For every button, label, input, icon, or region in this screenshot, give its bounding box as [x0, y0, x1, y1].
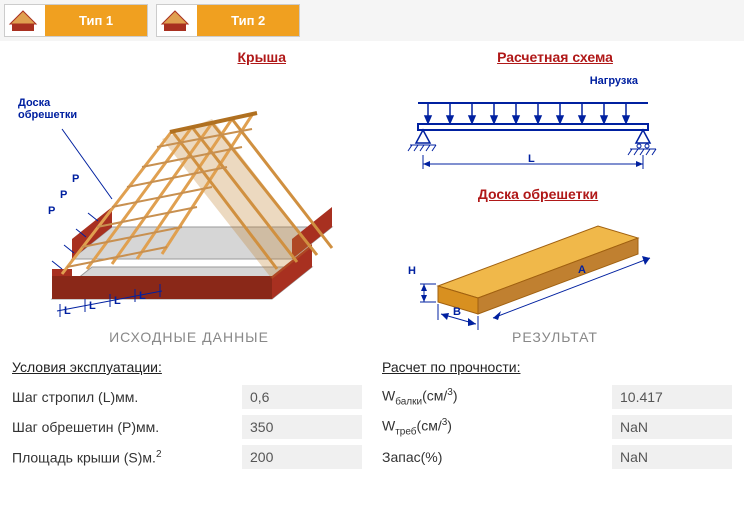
input-section-title: ИСХОДНЫЕ ДАННЫЕ [12, 329, 366, 345]
input-subheader: Условия эксплуатации: [12, 359, 362, 375]
input-row: Шаг стропил (L)мм. 0,6 [12, 385, 362, 409]
beam-L-label: L [528, 153, 535, 165]
p-label-2: P [60, 189, 67, 201]
tab-type1-thumb [5, 7, 41, 35]
tab-type2[interactable]: Тип 2 [156, 4, 300, 37]
result-label: Wбалки(см/3) [382, 387, 604, 407]
plank-B-label: B [453, 306, 461, 318]
data-rows: Условия эксплуатации: Шаг стропил (L)мм.… [0, 359, 744, 475]
result-row: Запас(%) NaN [382, 445, 732, 469]
input-label: Площадь крыши (S)м.2 [12, 449, 234, 466]
roof-title: Крыша [12, 49, 366, 65]
diagrams-area: Крыша [0, 41, 744, 319]
result-row: Wбалки(см/3) 10.417 [382, 385, 732, 409]
input-value[interactable]: 200 [242, 445, 362, 469]
l-label-4: L [139, 290, 146, 302]
input-row: Площадь крыши (S)м.2 200 [12, 445, 362, 469]
p-label-1: P [48, 205, 55, 217]
input-label: Шаг стропил (L)мм. [12, 389, 234, 405]
l-label-1: L [64, 305, 71, 317]
result-subheader: Расчет по прочности: [382, 359, 732, 375]
input-row: Шаг обрешетин (Р)мм. 350 [12, 415, 362, 439]
scheme-title: Расчетная схема [378, 49, 732, 65]
board-callout-label: Доска обрешетки [18, 97, 77, 121]
result-value: NaN [612, 415, 732, 439]
result-value: NaN [612, 445, 732, 469]
type-tabs: Тип 1 Тип 2 [0, 0, 744, 41]
calc-diagram: Нагрузка L Доска обрешетки [378, 69, 698, 319]
tab-type2-thumb [157, 7, 193, 35]
l-label-2: L [89, 300, 96, 312]
input-label: Шаг обрешетин (Р)мм. [12, 419, 234, 435]
input-value[interactable]: 350 [242, 415, 362, 439]
result-label: Wтреб(см/3) [382, 417, 604, 437]
load-label: Нагрузка [590, 75, 638, 87]
input-value[interactable]: 0,6 [242, 385, 362, 409]
result-row: Wтреб(см/3) NaN [382, 415, 732, 439]
result-value: 10.417 [612, 385, 732, 409]
plank-A-label: A [578, 264, 586, 276]
plank-H-label: H [408, 265, 416, 277]
tab-type2-button[interactable]: Тип 2 [197, 5, 299, 36]
p-label-3: P [72, 173, 79, 185]
board-title: Доска обрешетки [378, 186, 698, 202]
l-label-3: L [114, 295, 121, 307]
tab-type1-button[interactable]: Тип 1 [45, 5, 147, 36]
tab-type1[interactable]: Тип 1 [4, 4, 148, 37]
result-label: Запас(%) [382, 449, 604, 465]
roof-diagram: Доска обрешетки P P P L L L L [12, 69, 352, 319]
